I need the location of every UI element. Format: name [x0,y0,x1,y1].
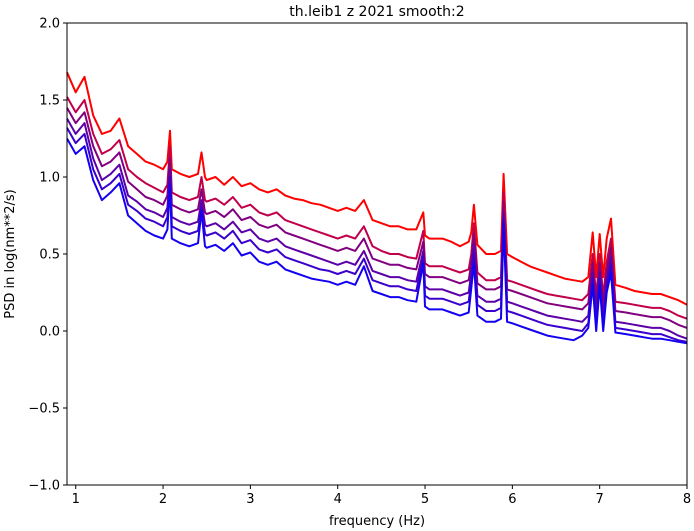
y-tick-label: 2.0 [39,17,60,32]
x-tick-label: 3 [246,492,254,507]
x-tick-label: 5 [421,492,429,507]
series-line-2 [66,96,688,320]
y-tick-label: 0.0 [39,325,60,340]
y-tick-label: 1.0 [39,171,60,186]
y-axis: −1.0 −0.5 0.0 0.5 1.0 1.5 2.0 [28,17,67,494]
y-tick-label: −0.5 [28,402,60,417]
chart-title: th.leib1 z 2021 smooth:2 [289,4,464,20]
x-tick-label: 2 [159,492,167,507]
x-tick-label: 8 [683,492,691,507]
series-layer [66,71,688,345]
series-line-1 [66,71,688,306]
x-tick-label: 7 [596,492,604,507]
plot-area [66,22,688,486]
y-tick-label: −1.0 [28,479,60,494]
y-axis-label: PSD in log(nm**2/s) [3,189,18,319]
y-tick-label: 1.5 [39,94,60,109]
y-tick-label: 0.5 [39,248,60,263]
series-line-3 [66,107,688,329]
x-tick-label: 4 [334,492,342,507]
x-axis: 1 2 3 4 5 6 7 8 [72,485,691,507]
series-line-6 [66,138,688,345]
x-tick-label: 1 [72,492,80,507]
x-axis-label: frequency (Hz) [329,514,425,529]
x-tick-label: 6 [508,492,516,507]
